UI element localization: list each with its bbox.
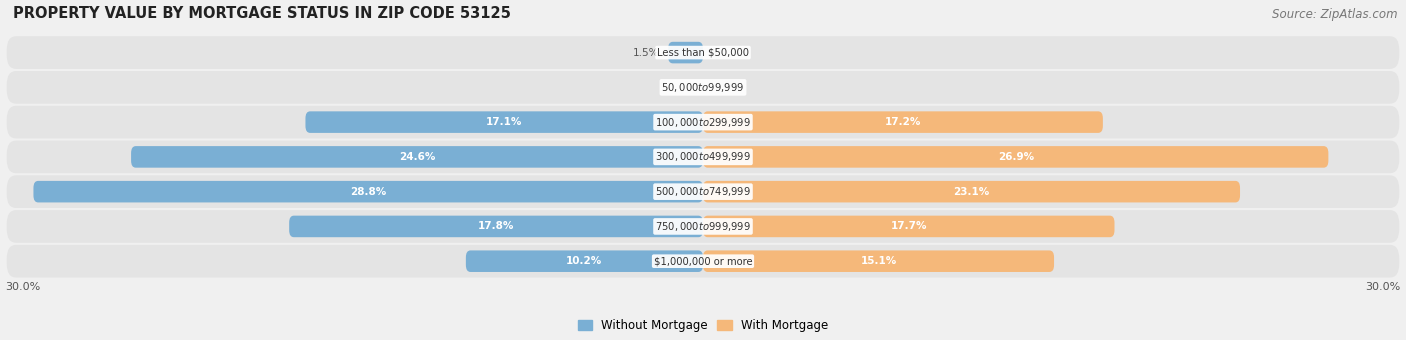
Text: 10.2%: 10.2%	[567, 256, 603, 266]
FancyBboxPatch shape	[703, 111, 1102, 133]
FancyBboxPatch shape	[131, 146, 703, 168]
FancyBboxPatch shape	[703, 251, 1054, 272]
Text: $750,000 to $999,999: $750,000 to $999,999	[655, 220, 751, 233]
Text: Source: ZipAtlas.com: Source: ZipAtlas.com	[1272, 8, 1398, 21]
Text: 30.0%: 30.0%	[6, 282, 41, 292]
Text: 17.7%: 17.7%	[890, 221, 927, 232]
FancyBboxPatch shape	[465, 251, 703, 272]
FancyBboxPatch shape	[34, 181, 703, 202]
FancyBboxPatch shape	[7, 140, 1399, 173]
Text: $100,000 to $299,999: $100,000 to $299,999	[655, 116, 751, 129]
FancyBboxPatch shape	[7, 245, 1399, 277]
Text: Less than $50,000: Less than $50,000	[657, 48, 749, 57]
Text: 30.0%: 30.0%	[1365, 282, 1400, 292]
FancyBboxPatch shape	[668, 42, 703, 63]
FancyBboxPatch shape	[7, 106, 1399, 138]
FancyBboxPatch shape	[703, 146, 1329, 168]
Text: 1.5%: 1.5%	[633, 48, 659, 57]
Text: 23.1%: 23.1%	[953, 187, 990, 197]
FancyBboxPatch shape	[305, 111, 703, 133]
FancyBboxPatch shape	[7, 210, 1399, 243]
Legend: Without Mortgage, With Mortgage: Without Mortgage, With Mortgage	[578, 319, 828, 332]
Text: 26.9%: 26.9%	[998, 152, 1033, 162]
FancyBboxPatch shape	[7, 36, 1399, 69]
Text: 15.1%: 15.1%	[860, 256, 897, 266]
Text: $300,000 to $499,999: $300,000 to $499,999	[655, 150, 751, 164]
Text: PROPERTY VALUE BY MORTGAGE STATUS IN ZIP CODE 53125: PROPERTY VALUE BY MORTGAGE STATUS IN ZIP…	[13, 6, 510, 21]
FancyBboxPatch shape	[703, 181, 1240, 202]
Text: 17.8%: 17.8%	[478, 221, 515, 232]
Text: $1,000,000 or more: $1,000,000 or more	[654, 256, 752, 266]
Text: 28.8%: 28.8%	[350, 187, 387, 197]
Text: $50,000 to $99,999: $50,000 to $99,999	[661, 81, 745, 94]
Text: 24.6%: 24.6%	[399, 152, 436, 162]
Text: 17.2%: 17.2%	[884, 117, 921, 127]
Text: $500,000 to $749,999: $500,000 to $749,999	[655, 185, 751, 198]
FancyBboxPatch shape	[7, 175, 1399, 208]
FancyBboxPatch shape	[290, 216, 703, 237]
FancyBboxPatch shape	[7, 71, 1399, 104]
FancyBboxPatch shape	[703, 216, 1115, 237]
Text: 17.1%: 17.1%	[486, 117, 523, 127]
